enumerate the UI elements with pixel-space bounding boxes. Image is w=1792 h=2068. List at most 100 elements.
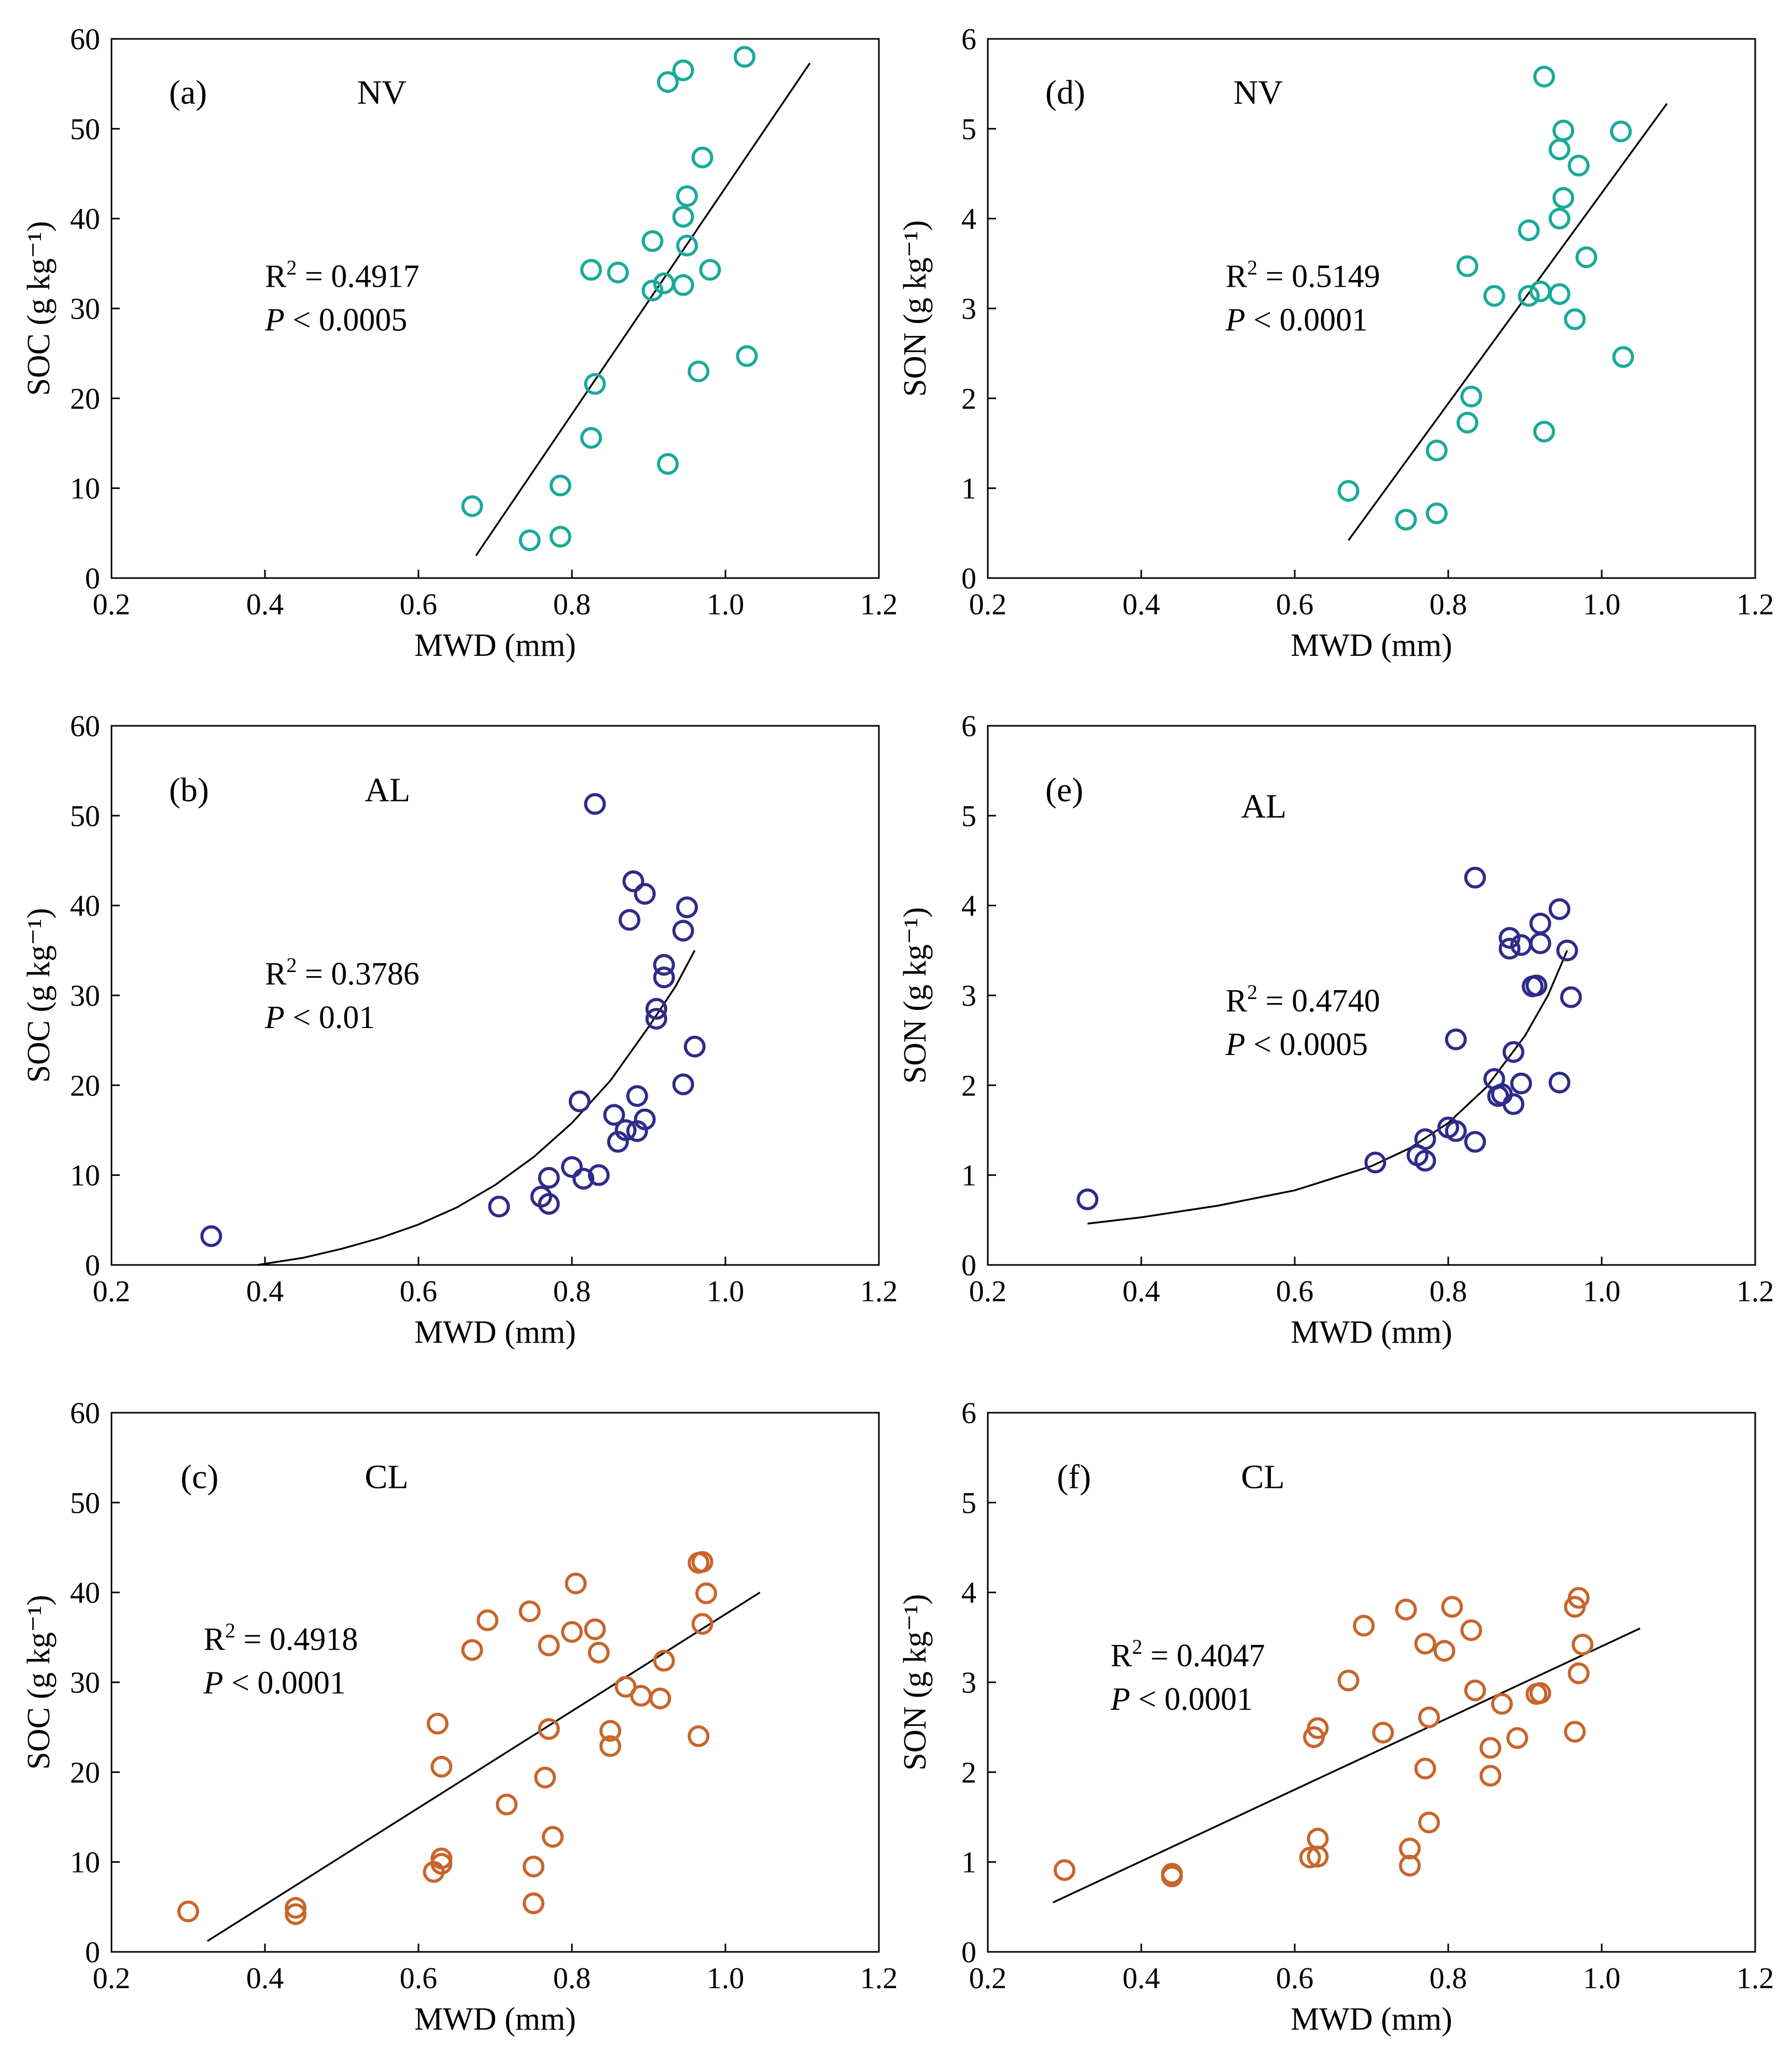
fit-line bbox=[257, 950, 696, 1266]
data-point bbox=[1518, 219, 1540, 242]
data-point bbox=[1548, 283, 1571, 305]
panel-a: 0.2 0.4 0.6 0.8 1.0 1.2 0 10 20 30 40 50 60 MWD (mm) S… bbox=[21, 22, 898, 663]
panel-c: 0.2 0.4 0.6 0.8 1.0 1.2 0 10 20 30 40 50 60 MWD (mm) S… bbox=[21, 1396, 898, 2037]
x-tick-label: 0.8 bbox=[553, 1274, 591, 1308]
data-point bbox=[734, 46, 755, 68]
data-point bbox=[430, 1853, 453, 1875]
data-point bbox=[565, 1572, 587, 1595]
y-tick-label: 0 bbox=[961, 1935, 976, 1969]
data-point bbox=[534, 1766, 556, 1789]
data-point bbox=[427, 1712, 449, 1735]
data-point bbox=[1567, 1662, 1590, 1684]
x-tick-label: 0.2 bbox=[969, 1274, 1007, 1308]
data-point bbox=[1433, 1640, 1455, 1662]
plot-frame bbox=[110, 38, 880, 579]
r-squared-annotation: R2 = 0.4918 bbox=[204, 1619, 358, 1657]
data-point bbox=[1353, 1614, 1375, 1637]
data-point bbox=[1441, 1596, 1463, 1618]
y-tick-label: 6 bbox=[961, 22, 976, 56]
x-tick-label: 1.2 bbox=[1737, 1274, 1774, 1308]
p-symbol: P bbox=[1225, 1027, 1245, 1062]
panel-label: (e) bbox=[1045, 771, 1083, 809]
y-tick-label: 0 bbox=[85, 1935, 100, 1969]
y-tick-label: 50 bbox=[70, 1486, 100, 1520]
data-point bbox=[691, 1551, 713, 1573]
data-point bbox=[200, 1225, 222, 1247]
data-point bbox=[1556, 939, 1578, 962]
p-symbol: P bbox=[1110, 1682, 1130, 1717]
data-point bbox=[523, 1892, 544, 1915]
data-point bbox=[285, 1897, 307, 1919]
data-point bbox=[688, 360, 710, 383]
data-point bbox=[519, 529, 541, 552]
r-squared-value: = 0.4917 bbox=[297, 259, 419, 294]
data-point bbox=[603, 1104, 625, 1126]
data-point bbox=[461, 1639, 483, 1661]
y-tick-label: 3 bbox=[961, 979, 976, 1012]
y-tick-label: 0 bbox=[85, 1248, 100, 1282]
data-point bbox=[1529, 912, 1551, 935]
x-tick-label: 0.4 bbox=[1123, 1961, 1160, 1995]
data-point bbox=[1529, 932, 1551, 954]
y-axis-label: SON (g kg⁻¹) bbox=[898, 907, 933, 1084]
r-squared-exponent: 2 bbox=[1247, 980, 1257, 1004]
data-point bbox=[1529, 280, 1551, 303]
data-point bbox=[599, 1720, 621, 1742]
data-point bbox=[676, 185, 698, 207]
data-point bbox=[1460, 385, 1482, 407]
data-point bbox=[1548, 207, 1571, 230]
p-value-annotation: P < 0.0001 bbox=[1110, 1682, 1253, 1717]
data-point bbox=[542, 1826, 564, 1848]
y-tick-label: 5 bbox=[961, 799, 976, 833]
data-point bbox=[523, 1855, 544, 1878]
y-tick-label: 2 bbox=[961, 1755, 976, 1789]
data-point bbox=[1464, 866, 1486, 889]
data-point bbox=[1560, 986, 1582, 1008]
data-point bbox=[1395, 1598, 1417, 1621]
data-point bbox=[1499, 927, 1521, 949]
data-point bbox=[488, 1195, 510, 1218]
data-point bbox=[584, 1618, 606, 1640]
r-squared-value: = 0.4047 bbox=[1142, 1638, 1265, 1673]
y-tick-label: 40 bbox=[70, 202, 100, 236]
x-tick-label: 0.2 bbox=[93, 1961, 131, 1995]
r-squared-exponent: 2 bbox=[1247, 256, 1257, 279]
y-tick-label: 4 bbox=[961, 1576, 976, 1610]
data-point bbox=[538, 1166, 560, 1189]
y-tick-label: 10 bbox=[70, 1846, 100, 1879]
r-symbol: R bbox=[1111, 1638, 1132, 1673]
data-point bbox=[1460, 1619, 1482, 1641]
x-tick-label: 1.2 bbox=[860, 1274, 898, 1308]
x-tick-label: 0.6 bbox=[1276, 1274, 1314, 1308]
data-point bbox=[1457, 412, 1478, 434]
data-point bbox=[649, 1687, 671, 1710]
panel-label: (d) bbox=[1045, 74, 1085, 111]
data-point bbox=[672, 274, 694, 296]
data-point bbox=[645, 1008, 667, 1030]
r-symbol: R bbox=[1226, 259, 1248, 294]
x-tick-label: 0.6 bbox=[1276, 587, 1314, 621]
data-point bbox=[1457, 255, 1478, 277]
x-tick-label: 0.4 bbox=[1123, 1274, 1160, 1308]
data-point bbox=[1464, 1131, 1486, 1153]
data-point bbox=[672, 59, 694, 81]
y-tick-label: 3 bbox=[961, 292, 976, 326]
data-point bbox=[1479, 1737, 1502, 1759]
data-point bbox=[1552, 119, 1574, 142]
data-point bbox=[1395, 509, 1417, 531]
data-point bbox=[430, 1755, 453, 1778]
y-axis-label: SON (g kg⁻¹) bbox=[898, 1594, 933, 1771]
r-squared-annotation: R2 = 0.4740 bbox=[1226, 980, 1380, 1019]
p-symbol: P bbox=[1225, 302, 1245, 337]
p-value-annotation: P < 0.0005 bbox=[1225, 1027, 1368, 1062]
x-tick-label: 0.4 bbox=[1123, 587, 1160, 621]
data-point bbox=[1491, 1693, 1513, 1715]
x-tick-label: 0.8 bbox=[1430, 587, 1467, 621]
p-value: < 0.0001 bbox=[223, 1666, 345, 1701]
x-tick-label: 1.0 bbox=[707, 1961, 745, 1995]
y-tick-label: 3 bbox=[961, 1666, 976, 1699]
data-point bbox=[572, 1167, 595, 1190]
fit-line bbox=[1053, 1627, 1641, 1904]
data-point bbox=[1525, 974, 1548, 996]
